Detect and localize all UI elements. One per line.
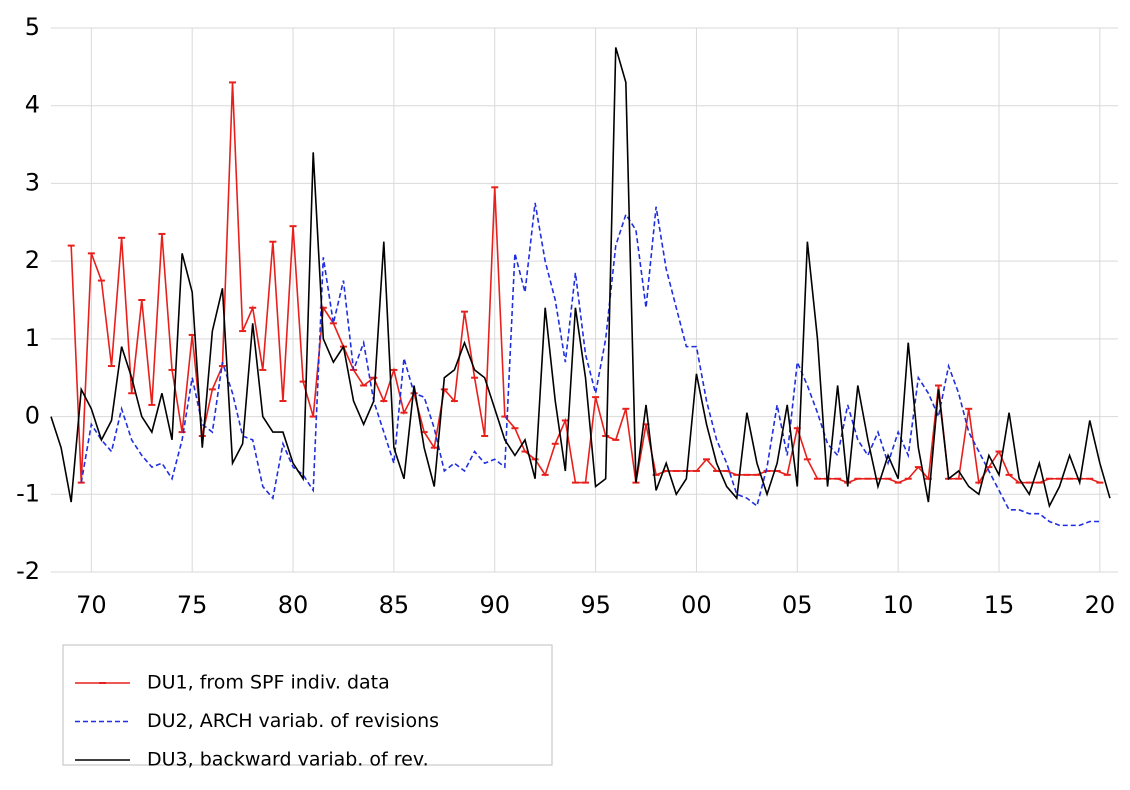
y-tick-label: 4 — [25, 91, 40, 119]
x-tick-label: 05 — [782, 591, 813, 619]
y-tick-label: -1 — [16, 479, 40, 507]
y-tick-label: -2 — [16, 557, 40, 585]
legend-label: DU1, from SPF indiv. data — [147, 672, 390, 694]
series-line — [50, 47, 1111, 509]
x-tick-label: 75 — [177, 591, 208, 619]
series-line — [70, 82, 1101, 485]
x-tick-label: 70 — [76, 591, 107, 619]
y-tick-label: 5 — [25, 13, 40, 41]
y-tick-label: 0 — [25, 402, 40, 430]
x-tick-label: 80 — [278, 591, 309, 619]
legend-box — [62, 644, 553, 766]
x-tick-label: 20 — [1085, 591, 1116, 619]
legend-label: DU2, ARCH variab. of revisions — [147, 710, 439, 732]
x-tick-label: 10 — [883, 591, 914, 619]
y-tick-label: 1 — [25, 324, 40, 352]
x-tick-label: 95 — [580, 591, 611, 619]
legend-label: DU3, backward variab. of rev. — [147, 749, 429, 771]
x-tick-label: 85 — [379, 591, 410, 619]
series-line — [80, 202, 1100, 527]
x-tick-label: 90 — [479, 591, 510, 619]
y-tick-label: 2 — [25, 246, 40, 274]
x-tick-label: 15 — [984, 591, 1015, 619]
y-tick-label: 3 — [25, 168, 40, 196]
x-tick-label: 00 — [681, 591, 712, 619]
